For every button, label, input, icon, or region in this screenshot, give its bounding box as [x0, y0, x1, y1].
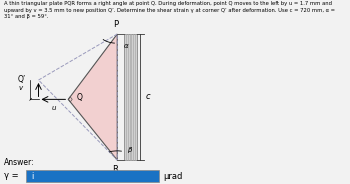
Text: v: v	[19, 85, 23, 91]
Text: c: c	[145, 92, 150, 101]
Text: A thin triangular plate PQR forms a right angle at point Q. During deformation, : A thin triangular plate PQR forms a righ…	[4, 1, 335, 19]
Text: P: P	[113, 20, 118, 29]
Text: Q: Q	[77, 93, 83, 102]
Text: γ =: γ =	[4, 171, 18, 180]
Text: μrad: μrad	[163, 172, 182, 181]
Text: R: R	[113, 165, 118, 174]
Bar	[124, 34, 136, 160]
Text: i: i	[32, 172, 34, 181]
Text: β: β	[127, 147, 132, 153]
Text: α: α	[124, 43, 128, 49]
Text: Answer:: Answer:	[4, 158, 34, 167]
Text: Q’: Q’	[18, 75, 26, 84]
Polygon shape	[68, 34, 117, 160]
Text: u: u	[51, 105, 56, 111]
FancyBboxPatch shape	[26, 170, 159, 182]
